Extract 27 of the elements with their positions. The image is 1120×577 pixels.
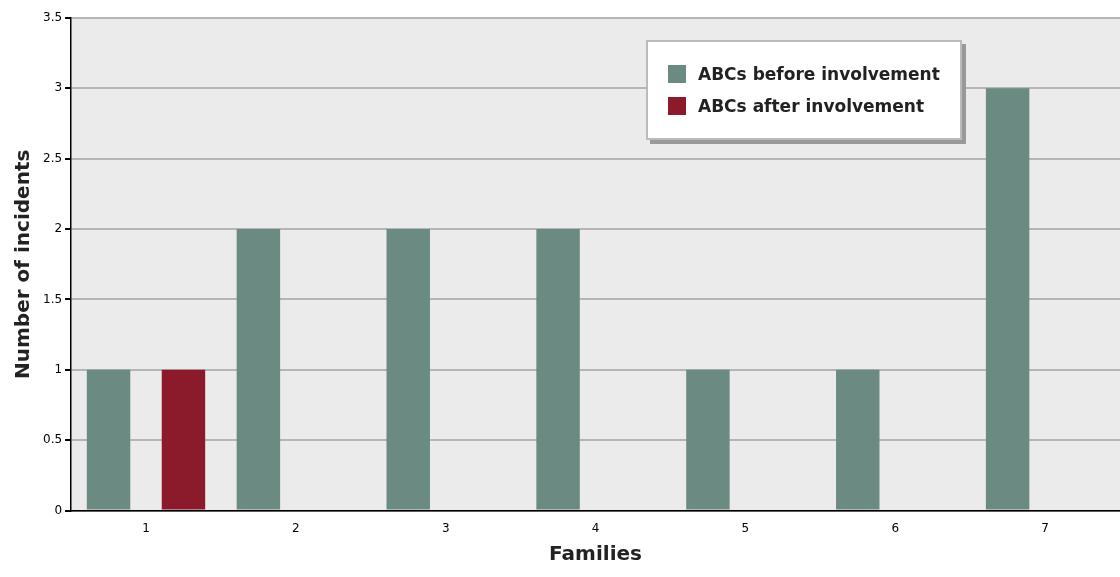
bar: [161, 369, 206, 510]
bar: [985, 88, 1030, 510]
x-tick-label: 6: [891, 520, 900, 535]
y-tick-label: 0: [54, 502, 63, 517]
y-tick-label: 1.5: [42, 291, 63, 306]
y-tick-label: 0.5: [42, 432, 63, 447]
bar: [836, 369, 880, 510]
bar: [536, 229, 580, 510]
x-tick-label: 1: [142, 520, 150, 535]
bar: [386, 229, 430, 510]
y-tick-label: 2.5: [42, 150, 63, 165]
bar: [686, 369, 730, 510]
x-tick-label: 5: [741, 520, 750, 535]
y-axis-title: Number of incidents: [10, 149, 35, 379]
x-axis-title: Families: [549, 541, 642, 566]
legend-label: ABCs after involvement: [698, 96, 925, 116]
bar: [236, 229, 281, 510]
x-tick-label: 4: [591, 520, 600, 535]
y-tick-label: 3: [54, 80, 63, 95]
x-tick-label: 3: [441, 520, 450, 535]
bar: [86, 369, 131, 510]
y-tick-label: 1: [54, 361, 63, 376]
y-tick-label: 3.5: [42, 10, 63, 25]
x-tick-label: 7: [1041, 520, 1049, 535]
legend-label: ABCs before involvement: [698, 64, 940, 84]
y-tick-label: 2: [54, 221, 63, 236]
x-tick-label: 2: [292, 520, 300, 535]
